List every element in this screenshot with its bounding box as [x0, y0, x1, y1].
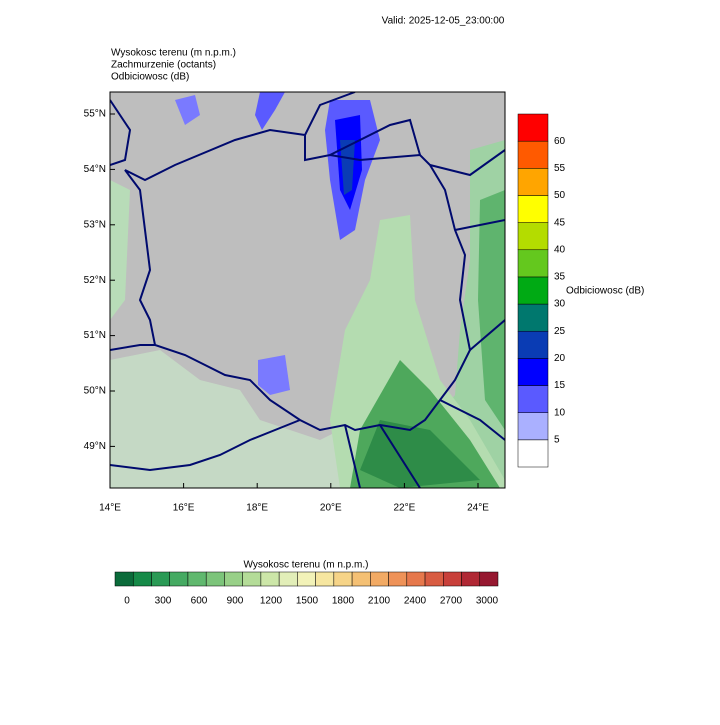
elevation-label: 3000	[476, 596, 499, 607]
lat-label: 53°N	[84, 219, 106, 230]
reflectivity-label: 10	[554, 407, 566, 418]
reflectivity-swatch	[517, 276, 549, 305]
lon-label: 14°E	[99, 503, 121, 514]
elevation-swatch	[424, 571, 444, 587]
elevation-swatch	[132, 571, 152, 587]
elevation-swatch	[114, 571, 134, 587]
elevation-label: 300	[155, 596, 172, 607]
elevation-swatch	[224, 571, 243, 587]
reflectivity-swatch	[517, 439, 549, 468]
elevation-label: 600	[191, 596, 208, 607]
reflectivity-swatch	[517, 222, 549, 251]
elevation-swatch	[479, 571, 499, 587]
reflectivity-label: 30	[554, 299, 566, 310]
reflectivity-label: 35	[554, 272, 566, 283]
elevation-swatch	[260, 571, 280, 587]
map-frame	[109, 91, 506, 489]
reflectivity-swatch	[517, 140, 549, 169]
elevation-swatch	[443, 571, 462, 587]
elevation-swatch	[278, 571, 298, 587]
field-label: Wysokosc terenu (m n.p.m.)	[111, 48, 236, 59]
field-label: Odbiciowosc (dB)	[111, 72, 189, 83]
elevation-swatch	[151, 571, 170, 587]
lon-label: 18°E	[246, 503, 268, 514]
lat-label: 52°N	[84, 275, 106, 286]
reflectivity-label: 60	[554, 136, 566, 147]
reflectivity-swatch	[517, 385, 549, 413]
reflectivity-swatch	[517, 113, 549, 142]
lat-label: 50°N	[84, 386, 106, 397]
elevation-label: 1500	[296, 596, 319, 607]
reflectivity-swatch	[517, 358, 549, 386]
elevation-swatch	[370, 571, 389, 587]
lon-label: 20°E	[320, 503, 342, 514]
elevation-swatch	[351, 571, 371, 587]
reflectivity-label: 20	[554, 353, 566, 364]
reflectivity-label: 45	[554, 217, 566, 228]
reflectivity-label: 5	[554, 434, 560, 445]
reflectivity-swatch	[517, 330, 549, 359]
elevation-swatch	[297, 571, 316, 587]
field-label: Zachmurzenie (octants)	[111, 60, 216, 71]
reflectivity-swatch	[517, 303, 549, 332]
lat-label: 49°N	[84, 441, 106, 452]
elevation-label: 1200	[260, 596, 283, 607]
reflectivity-swatch	[517, 195, 549, 223]
elevation-label: 2400	[404, 596, 427, 607]
elevation-swatch	[388, 571, 408, 587]
lat-label: 54°N	[84, 164, 106, 175]
reflectivity-label: 55	[554, 163, 566, 174]
elevation-label: 2100	[368, 596, 391, 607]
elevation-swatch	[406, 571, 426, 587]
valid-time: Valid: 2025-12-05_23:00:00	[382, 16, 505, 27]
elevation-swatch	[169, 571, 189, 587]
reflectivity-label: 25	[554, 326, 566, 337]
reflectivity-swatch	[517, 412, 549, 441]
reflectivity-swatch	[517, 168, 549, 196]
reflectivity-label: 50	[554, 190, 566, 201]
reflectivity-swatch	[517, 249, 549, 278]
reflectivity-title: Odbiciowosc (dB)	[566, 286, 644, 297]
lat-label: 55°N	[84, 109, 106, 120]
elevation-title: Wysokosc terenu (m n.p.m.)	[244, 560, 369, 571]
elevation-label: 1800	[332, 596, 355, 607]
elevation-label: 900	[227, 596, 244, 607]
elevation-label: 2700	[440, 596, 463, 607]
reflectivity-label: 40	[554, 244, 566, 255]
elevation-swatch	[333, 571, 353, 587]
lon-label: 22°E	[394, 503, 416, 514]
elevation-swatch	[242, 571, 262, 587]
lon-label: 16°E	[173, 503, 195, 514]
elevation-swatch	[187, 571, 207, 587]
lon-label: 24°E	[467, 503, 489, 514]
lat-label: 51°N	[84, 330, 106, 341]
elevation-label: 0	[124, 596, 130, 607]
elevation-swatch	[315, 571, 335, 587]
elevation-swatch	[205, 571, 225, 587]
map	[110, 92, 505, 488]
reflectivity-label: 15	[554, 380, 566, 391]
elevation-swatch	[461, 571, 481, 587]
